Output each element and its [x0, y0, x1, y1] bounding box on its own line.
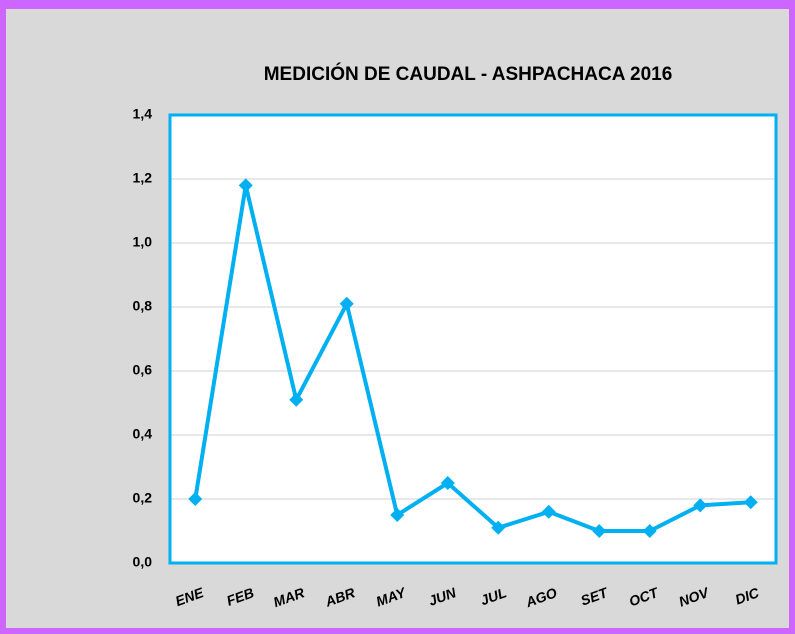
- marker: [491, 520, 506, 535]
- marker: [289, 392, 304, 407]
- marker: [642, 524, 657, 538]
- y-tick-label: 0,8: [133, 298, 153, 314]
- marker: [440, 476, 455, 490]
- plot-border: [168, 113, 778, 565]
- y-tick-label: 1,4: [133, 106, 153, 122]
- plot-area: [170, 115, 776, 563]
- marker: [743, 495, 758, 510]
- y-tick-label: 0,6: [133, 362, 153, 378]
- y-tick-label: 0,2: [133, 490, 153, 506]
- chart-title: MEDICIÓN DE CAUDAL - ASHPACHACA 2016: [264, 63, 673, 85]
- marker: [390, 508, 405, 522]
- marker: [238, 178, 253, 193]
- marker: [541, 504, 556, 519]
- marker: [339, 296, 354, 311]
- y-tick-label: 0,0: [133, 554, 153, 570]
- y-tick-label: 1,0: [133, 234, 153, 250]
- marker: [592, 524, 607, 538]
- marker: [693, 498, 708, 513]
- marker: [188, 492, 203, 506]
- line: [193, 183, 751, 533]
- y-tick-label: 0,4: [133, 426, 153, 442]
- y-tick-label: 1,2: [133, 170, 153, 186]
